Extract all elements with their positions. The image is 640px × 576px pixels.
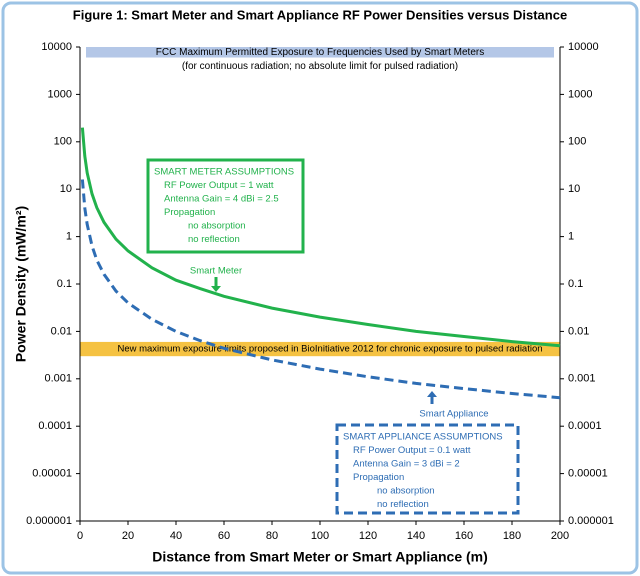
y2-tick-label: 0.001 [568,373,596,385]
x-tick-label: 80 [266,530,278,542]
x-tick-label: 180 [503,530,521,542]
series-label: Smart Meter [190,266,242,277]
y2-tick-label: 10 [568,183,580,195]
x-tick-label: 120 [359,530,377,542]
y-tick-label: 0.01 [51,325,72,337]
y-tick-label: 10 [60,183,72,195]
band-label: FCC Maximum Permitted Exposure to Freque… [156,47,484,58]
annotation-text: Propagation [353,472,404,483]
x-tick-label: 100 [311,530,329,542]
y2-tick-label: 1000 [568,88,592,100]
chart-title: Figure 1: Smart Meter and Smart Applianc… [73,7,567,22]
y2-tick-label: 0.0001 [568,420,602,432]
annotation-box [335,423,520,515]
x-axis-title: Distance from Smart Meter or Smart Appli… [152,549,488,565]
arrow-head [211,286,221,292]
y2-tick-label: 1 [568,231,574,243]
y2-tick-label: 0.00001 [568,468,608,480]
annotation-text: RF Power Output = 1 watt [164,180,274,191]
y2-tick-label: 0.01 [568,325,589,337]
arrow-head [427,391,437,397]
y2-tick-label: 100 [568,136,586,148]
y-axis-title: Power Density (mW/m²) [13,206,29,362]
band-label: New maximum exposure limits proposed in … [117,344,542,355]
series-line [80,127,561,348]
series-line [80,179,561,400]
y-tick-label: 1000 [48,88,72,100]
annotation-text: Propagation [164,207,215,218]
annotation-text: RF Power Output = 0.1 watt [353,445,471,456]
y-tick-label: 1 [66,231,72,243]
band [86,47,554,58]
y-tick-label: 0.000001 [26,515,72,527]
y-tick-label: 0.00001 [32,468,72,480]
annotation-text: SMART APPLIANCE ASSUMPTIONS [343,432,503,443]
y-tick-label: 10000 [41,41,72,53]
y-tick-label: 0.0001 [38,420,72,432]
x-tick-label: 160 [455,530,473,542]
x-tick-label: 20 [122,530,134,542]
annotation-text: Antenna Gain = 3 dBi = 2 [353,459,460,470]
annotation-text: no absorption [188,221,246,232]
x-tick-label: 40 [170,530,182,542]
annotation-text: no reflection [188,234,240,245]
y-tick-label: 100 [54,136,72,148]
x-tick-label: 200 [551,530,569,542]
y-tick-label: 0.001 [44,373,72,385]
x-tick-label: 0 [77,530,83,542]
band-sublabel: (for continuous radiation; no absolute l… [182,61,458,72]
x-tick-label: 140 [407,530,425,542]
annotation-box [146,158,305,254]
band [80,341,560,357]
annotation-text: Antenna Gain = 4 dBi = 2.5 [164,194,279,205]
y2-tick-label: 0.1 [568,278,583,290]
annotation-text: no absorption [377,486,435,497]
annotation-text: SMART METER ASSUMPTIONS [154,167,294,178]
annotation-text: no reflection [377,499,429,510]
y2-tick-label: 10000 [568,41,599,53]
y2-tick-label: 0.000001 [568,515,614,527]
x-tick-label: 60 [218,530,230,542]
series-label: Smart Appliance [419,409,488,420]
y-tick-label: 0.1 [57,278,72,290]
